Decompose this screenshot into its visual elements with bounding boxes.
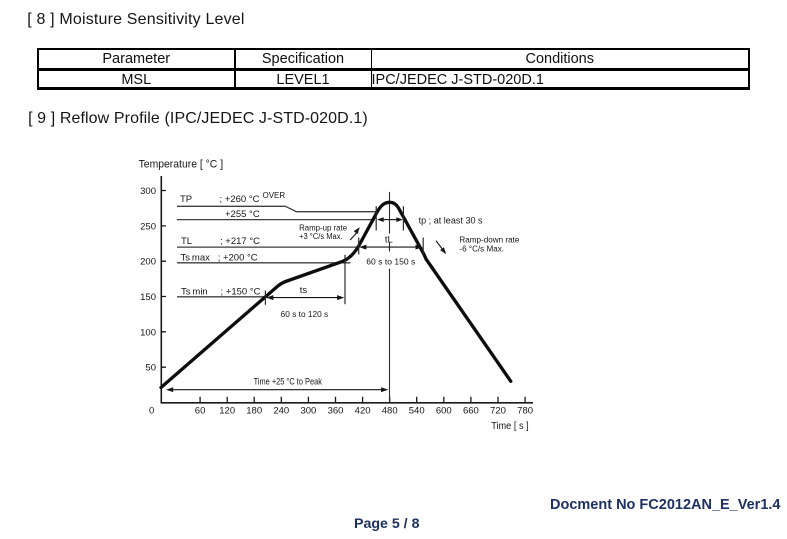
svg-text:660: 660 <box>463 406 479 417</box>
svg-text:+3 °C/s Max.: +3 °C/s Max. <box>299 232 343 241</box>
svg-text:600: 600 <box>436 406 452 417</box>
svg-text:Temperature [ °C ]: Temperature [ °C ] <box>139 159 224 171</box>
svg-text:60 s to 120 s: 60 s to 120 s <box>281 310 329 319</box>
svg-text:; +260 °C: ; +260 °C <box>220 194 260 205</box>
svg-text:+255 °C: +255 °C <box>225 209 260 220</box>
svg-text:250: 250 <box>140 221 156 232</box>
svg-text:Ramp-up rate: Ramp-up rate <box>299 224 348 233</box>
svg-text:100: 100 <box>140 327 156 338</box>
svg-text:ts: ts <box>300 285 308 296</box>
svg-text:180: 180 <box>246 406 262 417</box>
svg-text:780: 780 <box>517 406 533 417</box>
svg-text:60 s to 150 s: 60 s to 150 s <box>366 257 415 266</box>
svg-text:Time +25 °C to Peak: Time +25 °C to Peak <box>254 376 322 387</box>
svg-text:200: 200 <box>140 257 156 268</box>
svg-text:240: 240 <box>273 406 289 417</box>
svg-text:60: 60 <box>195 406 206 417</box>
svg-text:; +150 °C: ; +150 °C <box>221 287 261 298</box>
svg-text:tL: tL <box>385 235 393 246</box>
svg-text:; +200 °C: ; +200 °C <box>218 253 258 264</box>
svg-text:TL: TL <box>181 236 192 247</box>
svg-text:Ts min: Ts min <box>181 287 208 298</box>
svg-text:tp ; at least 30 s: tp ; at least 30 s <box>419 215 483 225</box>
svg-text:480: 480 <box>382 406 398 417</box>
svg-text:720: 720 <box>490 406 506 417</box>
svg-text:TP: TP <box>180 194 192 205</box>
svg-text:0: 0 <box>149 406 154 417</box>
svg-text:360: 360 <box>328 406 344 417</box>
svg-text:50: 50 <box>145 363 156 374</box>
svg-text:Ts max: Ts max <box>181 253 211 264</box>
svg-text:; +217 °C: ; +217 °C <box>220 236 260 247</box>
svg-text:420: 420 <box>355 406 371 417</box>
svg-text:540: 540 <box>409 406 425 417</box>
svg-text:150: 150 <box>140 292 156 303</box>
svg-text:120: 120 <box>219 406 235 417</box>
svg-text:300: 300 <box>300 406 316 417</box>
svg-text:OVER: OVER <box>263 191 286 200</box>
svg-text:300: 300 <box>140 186 156 197</box>
svg-text:Ramp-down rate: Ramp-down rate <box>459 235 520 244</box>
svg-text:-6 °C/s Max.: -6 °C/s Max. <box>459 245 504 254</box>
svg-text:Time [ s ]: Time [ s ] <box>491 421 529 432</box>
